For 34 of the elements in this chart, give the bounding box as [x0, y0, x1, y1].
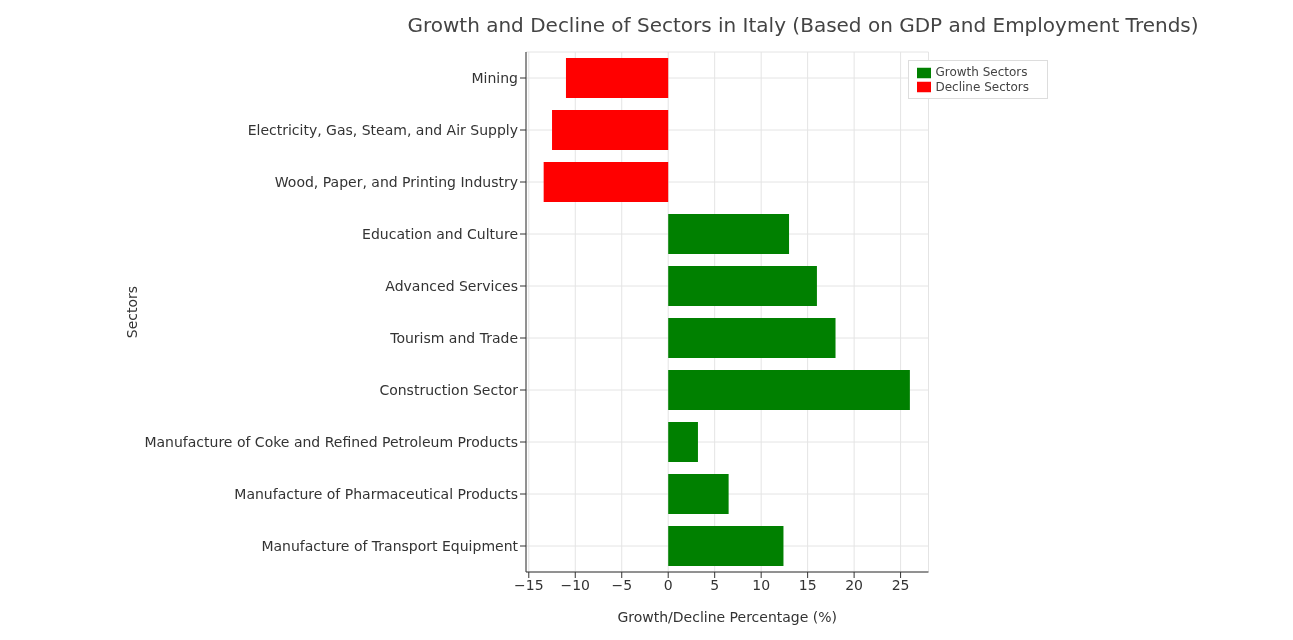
- bar: [668, 318, 836, 358]
- y-tick-label: Wood, Paper, and Printing Industry: [274, 173, 518, 190]
- y-tick-label: Manufacture of Transport Equipment: [261, 537, 519, 554]
- x-tick-label: 20: [845, 576, 864, 593]
- bar: [668, 422, 698, 462]
- y-tick-label: Advanced Services: [385, 277, 518, 294]
- x-tick-label: 5: [710, 576, 720, 593]
- x-tick-label: 25: [891, 576, 910, 593]
- bar: [668, 370, 910, 410]
- legend-label: Decline Sectors: [935, 79, 1029, 94]
- chart-title: Growth and Decline of Sectors in Italy (Based on GDP and Employment Trends): [406, 12, 1200, 39]
- x-tick-label: −10: [560, 576, 591, 593]
- x-tick-label: 10: [752, 576, 771, 593]
- y-tick-label: Electricity, Gas, Steam, and Air Supply: [247, 121, 518, 138]
- bar: [668, 266, 817, 306]
- x-tick-label: −15: [514, 576, 544, 593]
- legend-label: Growth Sectors: [935, 65, 1028, 79]
- y-tick-label: Manufacture of Pharmaceutical Products: [234, 485, 518, 502]
- bar: [668, 474, 729, 514]
- y-tick-label: Manufacture of Coke and Refined Petroleum Products: [144, 433, 518, 450]
- x-axis-title: Growth/Decline Percentage (%): [617, 609, 838, 625]
- y-tick-label: Tourism and Trade: [389, 329, 518, 346]
- x-tick-label: 0: [663, 576, 673, 593]
- y-tick-label: Education and Culture: [362, 225, 518, 242]
- y-axis-title: Sectors: [123, 285, 140, 339]
- bar: [552, 110, 669, 150]
- x-tick-label: −5: [611, 576, 633, 593]
- bar: [565, 58, 669, 98]
- bar: [668, 214, 790, 254]
- bar: [668, 526, 784, 566]
- y-tick-label: Mining: [471, 69, 518, 86]
- x-tick-label: 15: [798, 576, 817, 593]
- y-tick-label: Construction Sector: [379, 381, 519, 398]
- bar: [543, 162, 669, 202]
